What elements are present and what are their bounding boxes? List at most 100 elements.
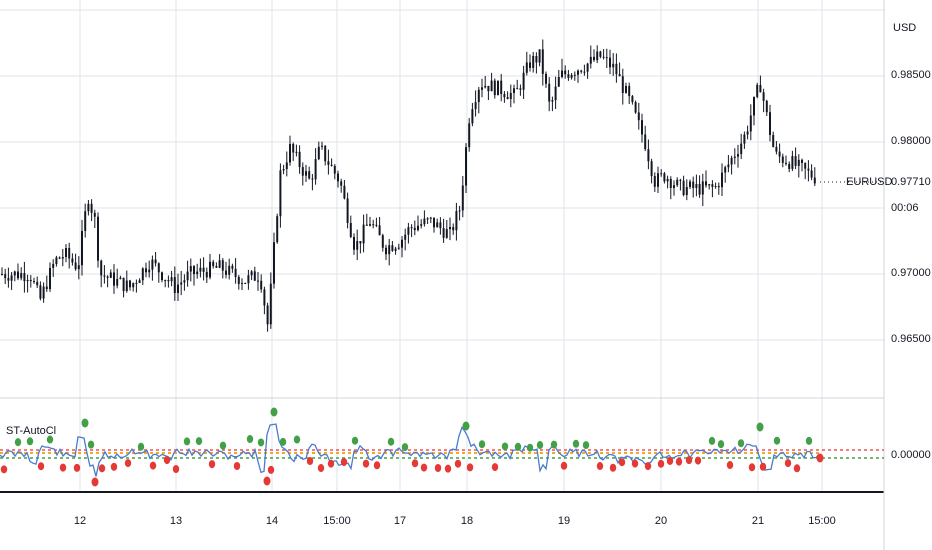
candle-body bbox=[631, 96, 634, 103]
dot-down bbox=[491, 463, 499, 472]
candle-body bbox=[807, 168, 810, 171]
candle-body bbox=[714, 186, 717, 188]
dot-up bbox=[773, 436, 781, 445]
dot-down bbox=[631, 459, 639, 468]
candle-body bbox=[308, 171, 311, 179]
candle-body bbox=[637, 112, 640, 121]
candle-body bbox=[535, 55, 538, 63]
candle-body bbox=[497, 80, 499, 96]
candle-body bbox=[743, 134, 746, 144]
dot-down bbox=[0, 465, 8, 474]
candle-body bbox=[500, 80, 503, 95]
candle-body bbox=[705, 181, 707, 186]
candle-body bbox=[289, 144, 291, 163]
candle-body bbox=[109, 272, 112, 278]
candle-body bbox=[116, 279, 119, 286]
candle-body bbox=[333, 165, 336, 174]
candle-body bbox=[388, 245, 391, 255]
symbol-label: EURUSD bbox=[846, 176, 893, 188]
candle-body bbox=[717, 186, 720, 188]
indicator-oscillator-line bbox=[0, 423, 820, 477]
dot-down bbox=[124, 459, 132, 468]
candle-body bbox=[372, 224, 375, 226]
candle-body bbox=[445, 229, 448, 238]
dot-up bbox=[717, 440, 725, 449]
candle-body bbox=[45, 286, 48, 290]
candle-body bbox=[673, 185, 675, 188]
candle-body bbox=[634, 102, 637, 113]
indicator-pane[interactable] bbox=[0, 407, 884, 487]
candle-body bbox=[253, 271, 256, 281]
candle-body bbox=[180, 282, 183, 285]
indicator-signal-dots bbox=[0, 407, 824, 487]
dot-down bbox=[73, 463, 81, 472]
candle-body bbox=[429, 217, 432, 219]
candle-body bbox=[804, 162, 807, 169]
dot-down bbox=[267, 465, 275, 474]
candle-body bbox=[657, 173, 659, 187]
candle-body bbox=[577, 70, 579, 75]
time-label: 17 bbox=[394, 515, 406, 527]
dot-down bbox=[685, 456, 693, 465]
dot-up bbox=[737, 439, 745, 448]
candle-body bbox=[199, 267, 202, 272]
dot-down bbox=[263, 476, 271, 486]
candle-body bbox=[477, 89, 480, 103]
price-tick: 0.96500 bbox=[891, 333, 931, 345]
candle-body bbox=[401, 239, 403, 248]
candle-body bbox=[279, 170, 282, 217]
candle-body bbox=[548, 83, 551, 102]
dot-down bbox=[233, 461, 241, 470]
dot-up bbox=[26, 437, 34, 446]
candle-body bbox=[1, 274, 3, 275]
dot-down bbox=[306, 457, 314, 466]
candle-body bbox=[436, 222, 439, 228]
candle-body bbox=[737, 154, 739, 157]
candle-body bbox=[596, 51, 599, 61]
candle-body bbox=[365, 224, 368, 226]
time-label: 21 bbox=[752, 515, 764, 527]
candle-body bbox=[39, 285, 42, 299]
candle-body bbox=[26, 280, 29, 282]
candle-body bbox=[669, 178, 672, 188]
candle-body bbox=[746, 131, 749, 135]
candle-body bbox=[615, 63, 618, 75]
candle-body bbox=[468, 123, 471, 148]
dot-down bbox=[657, 459, 665, 468]
horizontal-grid bbox=[0, 9, 884, 341]
candle-body bbox=[721, 172, 723, 188]
candle-body bbox=[141, 268, 144, 281]
candle-body bbox=[433, 217, 435, 228]
candle-body bbox=[599, 51, 602, 57]
candle-body bbox=[337, 173, 339, 182]
candle-body bbox=[813, 177, 816, 184]
candle-body bbox=[794, 156, 797, 166]
candle-body bbox=[461, 185, 464, 211]
dot-down bbox=[362, 459, 370, 468]
candle-body bbox=[589, 56, 592, 64]
candle-body bbox=[525, 62, 528, 73]
candle-body bbox=[87, 203, 90, 212]
candle-body bbox=[314, 159, 317, 180]
price-candles[interactable] bbox=[1, 39, 816, 332]
dot-down bbox=[596, 462, 604, 471]
candle-body bbox=[685, 186, 688, 196]
candle-body bbox=[567, 74, 570, 78]
dot-down bbox=[149, 461, 157, 470]
candle-body bbox=[189, 266, 192, 272]
candle-body bbox=[759, 84, 762, 93]
dot-down bbox=[434, 463, 442, 472]
indicator-name[interactable]: ST-AutoCl bbox=[6, 425, 56, 437]
dot-down bbox=[98, 464, 106, 473]
candle-body bbox=[397, 247, 400, 249]
candle-body bbox=[404, 234, 407, 240]
dot-down bbox=[91, 477, 99, 487]
dot-down bbox=[208, 460, 216, 469]
candle-body bbox=[71, 258, 74, 263]
candle-body bbox=[356, 241, 359, 250]
dot-up bbox=[526, 443, 534, 452]
candle-body bbox=[650, 161, 653, 177]
candle-body bbox=[311, 178, 314, 180]
